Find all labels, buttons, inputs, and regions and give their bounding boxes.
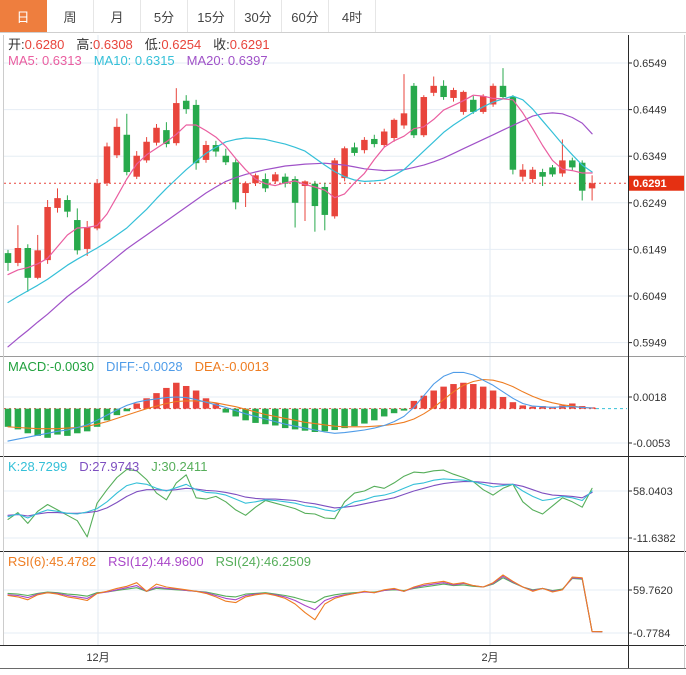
- main-axis-tick-0: 0.6549: [633, 58, 667, 70]
- main-axis-tick-4: 0.6149: [633, 244, 667, 256]
- macd-panel: [4, 371, 627, 442]
- current-price-badge: [629, 175, 684, 191]
- main-axis-tick-1: 0.6449: [633, 105, 667, 117]
- rsi-panel: [7, 574, 603, 633]
- rsi-axis-tick-1: -0.7784: [633, 628, 670, 640]
- timeframe-tab-5[interactable]: 30分: [235, 0, 282, 32]
- timeframe-tab-2[interactable]: 月: [94, 0, 141, 32]
- main-axis-tick-2: 0.6349: [633, 151, 667, 163]
- timeframe-tab-1[interactable]: 周: [47, 0, 94, 32]
- x-axis-tick-0: 12月: [86, 652, 109, 664]
- timeframe-tab-6[interactable]: 60分: [282, 0, 329, 32]
- timeframe-tab-0[interactable]: 日: [0, 0, 47, 32]
- main-axis-tick-3: 0.6249: [633, 198, 667, 210]
- macd-axis-tick-0: 0.0018: [633, 392, 667, 404]
- timeframe-tab-4[interactable]: 15分: [188, 0, 235, 32]
- panel-frame: [0, 35, 686, 669]
- main-axis-tick-5: 0.6049: [633, 291, 667, 303]
- timeframe-tabbar: 日周月 5分 15分 30分 60分 4时: [0, 0, 686, 33]
- kdj-panel: [7, 468, 593, 538]
- current-price-badge-label: 0.6291: [633, 178, 667, 190]
- main-axis-tick-6: 0.5949: [633, 338, 667, 350]
- main-price-panel: [4, 68, 628, 348]
- rsi-axis-tick-0: 59.7620: [633, 585, 673, 597]
- gridlines: [4, 35, 628, 645]
- timeframe-tab-3[interactable]: 5分: [141, 0, 188, 32]
- right-axis: 0.6549 0.6449 0.6349 0.6249 0.6149 0.6049 0.59…: [86, 58, 684, 664]
- x-axis-tick-1: 2月: [481, 652, 498, 664]
- kdj-axis-tick-1: -11.6382: [633, 533, 676, 545]
- timeframe-tab-7[interactable]: 4时: [329, 0, 376, 32]
- macd-axis-tick-1: -0.0053: [633, 438, 670, 450]
- kdj-axis-tick-0: 58.0403: [633, 486, 673, 498]
